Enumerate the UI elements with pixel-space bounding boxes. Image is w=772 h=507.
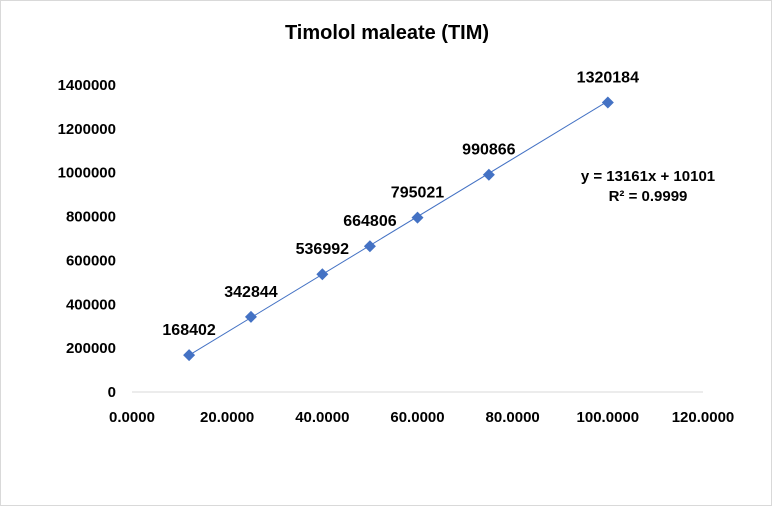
x-tick-label: 80.0000 <box>486 409 540 426</box>
data-point <box>244 310 257 323</box>
y-tick-label: 1000000 <box>58 165 116 182</box>
x-axis-ticks: 0.0000 20.0000 40.0000 60.0000 80.0000 100.00… <box>109 409 734 426</box>
data-point <box>601 96 614 109</box>
data-label: 795021 <box>391 185 444 202</box>
y-tick-label: 200000 <box>66 340 116 357</box>
data-label: 536992 <box>296 241 349 258</box>
trendline-equation: y = 13161x + 10101 <box>581 168 715 185</box>
y-tick-label: 0 <box>108 384 116 401</box>
data-label: 1320184 <box>577 70 639 87</box>
x-tick-label: 100.0000 <box>577 409 640 426</box>
trendline-group <box>188 100 609 356</box>
y-tick-label: 800000 <box>66 209 116 226</box>
data-points <box>183 96 614 362</box>
data-point <box>183 349 196 362</box>
trendline-r-squared: R² = 0.9999 <box>609 188 688 205</box>
data-point <box>482 168 495 181</box>
y-axis-ticks: 0 200000 400000 600000 800000 1000000 1200000 1… <box>58 77 116 401</box>
data-point <box>363 240 376 253</box>
y-tick-label: 1400000 <box>58 77 116 94</box>
x-tick-label: 20.0000 <box>200 409 254 426</box>
data-labels: 168402 342844 536992 664806 795021 990866 1320… <box>162 70 639 340</box>
data-label: 664806 <box>343 213 396 230</box>
data-label: 990866 <box>462 142 515 159</box>
trendline <box>188 100 609 356</box>
y-tick-label: 1200000 <box>58 121 116 138</box>
x-tick-label: 120.0000 <box>672 409 735 426</box>
x-tick-label: 0.0000 <box>109 409 155 426</box>
data-label: 342844 <box>224 284 277 301</box>
x-tick-label: 60.0000 <box>390 409 444 426</box>
y-tick-label: 400000 <box>66 296 116 313</box>
x-tick-label: 40.0000 <box>295 409 349 426</box>
data-point <box>316 268 329 281</box>
data-label: 168402 <box>162 322 215 339</box>
data-point <box>411 211 424 224</box>
y-tick-label: 600000 <box>66 252 116 269</box>
chart-title: Timolol maleate (TIM) <box>285 22 489 44</box>
